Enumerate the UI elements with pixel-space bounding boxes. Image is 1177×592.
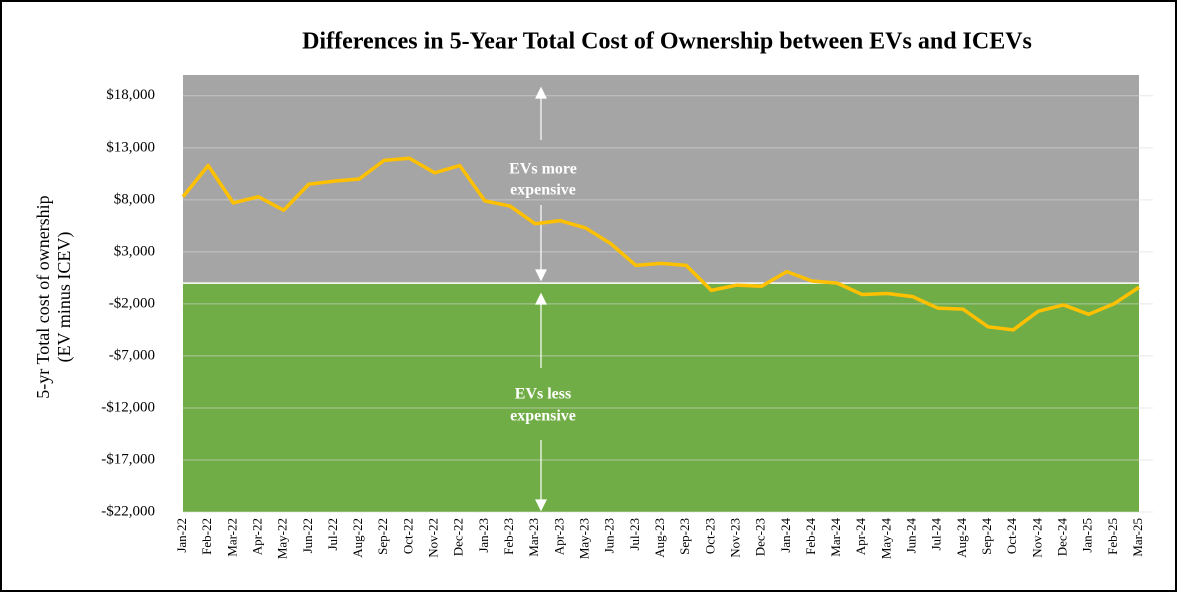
x-tick-label: May-22: [275, 518, 290, 559]
x-tick-label: Jun-24: [904, 518, 919, 554]
x-tick-label: Jan-22: [174, 518, 189, 553]
x-tick-label: Apr-23: [551, 518, 566, 555]
x-tick-label: Nov-23: [727, 518, 742, 558]
x-tick-label: May-24: [878, 518, 893, 560]
x-tick-label: Aug-23: [652, 518, 667, 558]
x-tick-label: Dec-22: [451, 518, 466, 556]
chart-title: Differences in 5-Year Total Cost of Owne…: [302, 29, 1032, 55]
x-tick-label: Jul-24: [929, 518, 944, 551]
annotation: EVs less: [515, 386, 571, 403]
x-tick-label: Apr-24: [853, 518, 868, 556]
x-tick-label: Dec-23: [753, 518, 768, 556]
data-line: [181, 156, 1140, 332]
y-axis-label-line: 5-yr Total cost of ownership: [33, 195, 53, 398]
y-tick-label: $18,000: [106, 87, 155, 103]
y-tick-label: -$22,000: [101, 503, 155, 519]
x-tick-label: Aug-22: [350, 518, 365, 558]
x-tick-label: Nov-24: [1029, 518, 1044, 558]
x-tick-label: Jan-25: [1080, 518, 1095, 553]
y-tick-label: -$2,000: [109, 295, 155, 311]
x-tick-label: May-23: [577, 518, 592, 559]
x-tick-label: Jan-23: [476, 518, 491, 553]
x-tick-label: Feb-25: [1105, 518, 1120, 555]
annotation-arrows: [535, 86, 547, 512]
x-tick-label: Mar-24: [828, 518, 843, 557]
region-below: [183, 283, 1139, 512]
y-axis-label: 5-yr Total cost of ownership (EV minus I…: [33, 195, 75, 398]
y-tick-label: $8,000: [114, 191, 155, 207]
x-tick-label: Aug-24: [954, 518, 969, 558]
y-tick-label: $3,000: [114, 243, 155, 259]
x-tick-label: Nov-22: [426, 518, 441, 558]
x-tick-label: Jun-23: [602, 518, 617, 553]
x-tick-label: Dec-24: [1055, 518, 1070, 557]
x-tick-label: Feb-22: [199, 518, 214, 555]
annotation: EVs more: [509, 161, 577, 178]
x-tick-label: Feb-23: [501, 518, 516, 555]
x-tick-label: Jul-22: [325, 518, 340, 551]
x-tick-label: Mar-25: [1130, 518, 1145, 557]
y-axis-label-line: (EV minus ICEV): [54, 232, 75, 363]
x-tick-label: Sep-24: [979, 518, 994, 555]
x-tick-label: Oct-24: [1004, 518, 1019, 555]
annotation: expensive: [510, 182, 576, 199]
x-tick-label: Jun-22: [300, 518, 315, 553]
x-tick-label: Sep-22: [375, 518, 390, 555]
x-tick-label: Jul-23: [627, 518, 642, 551]
y-tick-label: -$7,000: [109, 347, 155, 363]
x-tick-label: Mar-23: [526, 518, 541, 557]
x-tick-label: Mar-22: [224, 518, 239, 557]
y-tick-label: -$12,000: [101, 399, 155, 415]
x-tick-label: Oct-22: [400, 518, 415, 554]
x-tick-label: Jan-24: [778, 518, 793, 553]
annotation: expensive: [510, 408, 576, 425]
x-tick-label: Sep-23: [677, 518, 692, 555]
x-tick-label: Apr-22: [249, 518, 264, 555]
y-tick-label: $13,000: [106, 139, 155, 155]
x-tick-label: Feb-24: [803, 518, 818, 555]
y-tick-label: -$17,000: [101, 451, 155, 467]
x-tick-label: Oct-23: [702, 518, 717, 554]
